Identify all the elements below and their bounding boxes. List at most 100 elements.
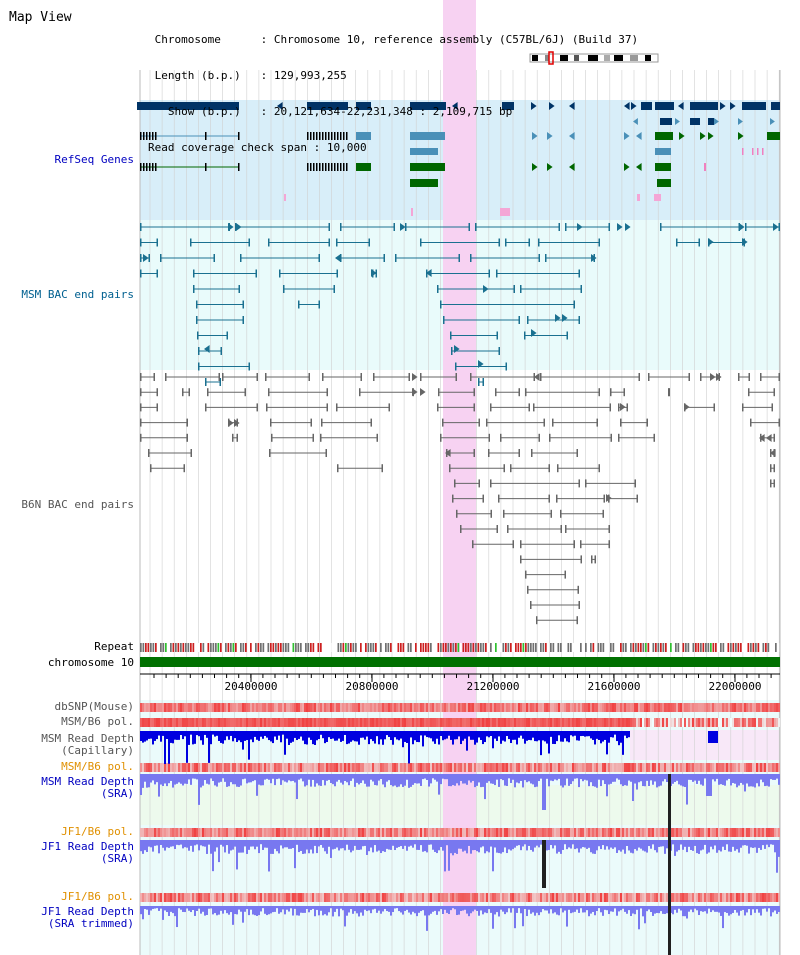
msm-bac-pair-end [328, 238, 330, 247]
depth-bar [390, 906, 392, 916]
track-label-repeat[interactable]: Repeat [94, 640, 134, 653]
polymorphism-cell [408, 828, 410, 837]
depth-bar [534, 731, 536, 742]
polymorphism-cell [198, 718, 200, 727]
track-label-msm-depth-sra[interactable]: MSM Read Depth [41, 775, 134, 788]
track-label-chromosome[interactable]: chromosome 10 [47, 656, 134, 669]
polymorphism-cell [142, 718, 144, 727]
track-label-msm-pol[interactable]: MSM/B6 pol. [61, 715, 134, 728]
depth-bar [264, 906, 266, 914]
track-label-jf1-pol-2[interactable]: JF1/B6 pol. [61, 890, 134, 903]
depth-bar [654, 840, 656, 851]
depth-bar [692, 840, 694, 851]
depth-bar [192, 840, 194, 852]
depth-bar [324, 906, 326, 915]
polymorphism-cell [712, 718, 714, 727]
polymorphism-cell [660, 763, 662, 772]
repeat-element [262, 643, 265, 652]
polymorphism-cell [156, 893, 158, 902]
track-label-msm-depth-cap[interactable]: MSM Read Depth [41, 732, 134, 745]
depth-bar [278, 774, 280, 779]
polymorphism-cell [398, 828, 400, 837]
depth-bar [538, 840, 540, 848]
polymorphism-cell [210, 703, 212, 712]
gene-block [410, 132, 445, 140]
polymorphism-cell [652, 828, 654, 837]
depth-bar [682, 774, 684, 787]
gene-exon [340, 163, 342, 171]
polymorphism-cell [592, 703, 594, 712]
track-label-msm-bac[interactable]: MSM BAC end pairs [21, 288, 134, 301]
polymorphism-cell [202, 828, 204, 837]
polymorphism-cell [224, 703, 226, 712]
track-label-jf1-depth-trim[interactable]: JF1 Read Depth [41, 905, 134, 918]
polymorphism-cell [440, 893, 442, 902]
depth-bar [572, 731, 574, 737]
polymorphism-cell [322, 893, 324, 902]
polymorphism-cell [192, 828, 194, 837]
polymorphism-cell [544, 718, 546, 727]
polymorphism-cell [316, 763, 318, 772]
depth-bar [278, 840, 280, 854]
repeat-element [742, 643, 745, 652]
repeat-element [280, 643, 282, 652]
polymorphism-cell [568, 703, 570, 712]
depth-bar [596, 906, 598, 912]
depth-bar [616, 731, 618, 742]
polymorphism-cell [226, 718, 228, 727]
depth-bar [266, 731, 268, 738]
polymorphism-cell [490, 828, 492, 837]
gene-marker [704, 163, 706, 171]
depth-bar [724, 840, 726, 851]
b6n-bac-pair-end [577, 585, 579, 594]
polymorphism-cell [210, 718, 212, 727]
depth-bar [536, 774, 538, 787]
depth-bar [542, 731, 544, 741]
depth-bar [618, 840, 620, 851]
polymorphism-cell [552, 828, 554, 837]
depth-bar [366, 774, 368, 787]
depth-bar [342, 840, 344, 849]
track-label-msm-pol-2[interactable]: MSM/B6 pol. [61, 760, 134, 773]
gene-strand-arrow [624, 163, 630, 171]
depth-bar [552, 731, 554, 744]
polymorphism-cell [246, 893, 248, 902]
track-label-b6n-bac[interactable]: B6N BAC end pairs [21, 498, 134, 511]
repeat-element [737, 643, 740, 652]
polymorphism-cell [542, 703, 544, 712]
polymorphism-cell [346, 718, 348, 727]
depth-bar [392, 906, 394, 913]
polymorphism-cell [712, 828, 714, 837]
polymorphism-cell [524, 718, 526, 727]
polymorphism-cell [410, 703, 412, 712]
depth-bar [674, 906, 676, 910]
track-label-jf1-pol[interactable]: JF1/B6 pol. [61, 825, 134, 838]
depth-bar [554, 840, 556, 846]
depth-bar [772, 840, 774, 845]
depth-bar [550, 906, 552, 910]
polymorphism-cell [664, 828, 666, 837]
track-label-refseq[interactable]: RefSeq Genes [54, 153, 134, 166]
track-label-dbsnp[interactable]: dbSNP(Mouse) [54, 700, 134, 713]
depth-bar [504, 906, 506, 915]
repeat-element [325, 643, 327, 652]
polymorphism-cell [420, 763, 422, 772]
polymorphism-cell [350, 828, 352, 837]
depth-bar [540, 731, 542, 756]
polymorphism-cell [774, 893, 776, 902]
depth-bar [350, 774, 352, 781]
depth-bar [744, 840, 746, 846]
depth-bar [288, 840, 290, 849]
polymorphism-cell [354, 893, 356, 902]
polymorphism-cell [736, 718, 738, 727]
polymorphism-cell [582, 763, 584, 772]
msm-bac-pair-end [156, 269, 158, 278]
repeat-element [575, 643, 577, 652]
polymorphism-cell [428, 893, 430, 902]
depth-bar [308, 731, 310, 738]
b6n-bac-pair-end [603, 494, 605, 503]
polymorphism-cell [320, 703, 322, 712]
track-label-jf1-depth-sra[interactable]: JF1 Read Depth [41, 840, 134, 853]
polymorphism-cell [264, 703, 266, 712]
